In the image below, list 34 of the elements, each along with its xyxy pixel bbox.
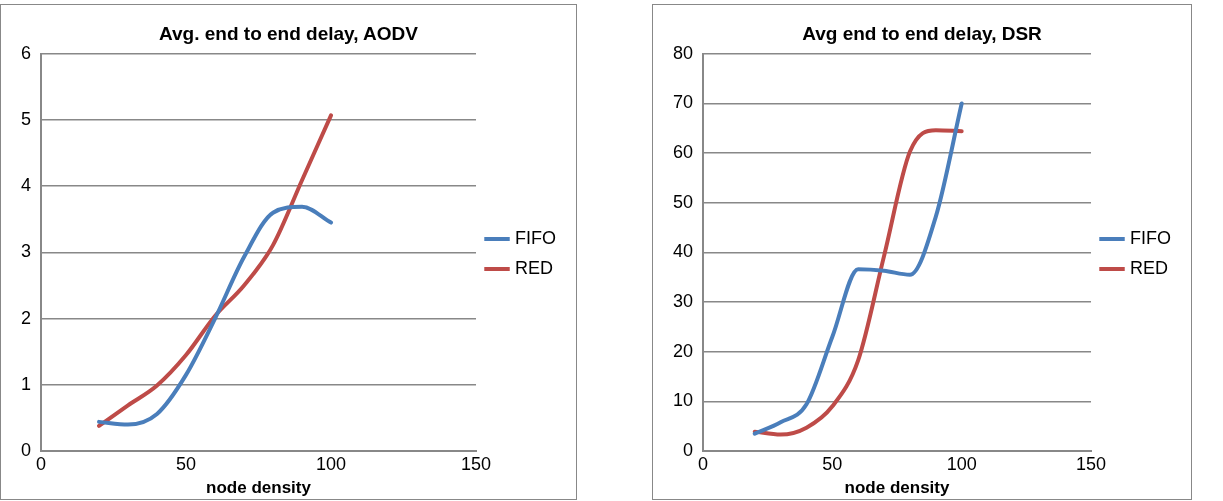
x-tick-label: 150	[460, 453, 492, 474]
x-tick-label: 50	[175, 453, 197, 474]
y-tick-label: 80	[672, 42, 694, 63]
x-tick-label: 100	[946, 453, 977, 474]
y-tick-label: 10	[672, 390, 694, 411]
chart-title: Avg end to end delay, DSR	[802, 22, 1043, 44]
x-axis-title: node density	[844, 478, 950, 498]
x-tick-label: 0	[698, 453, 709, 474]
y-tick-label: 5	[21, 108, 32, 129]
y-tick-label: 2	[21, 307, 32, 328]
legend-label: RED	[515, 257, 554, 278]
line-series	[97, 113, 334, 428]
y-tick-label: 1	[21, 373, 32, 394]
x-tick-label: 150	[1075, 453, 1107, 474]
y-tick-label: 30	[672, 291, 694, 312]
x-tick-label: 50	[822, 453, 843, 474]
y-tick-label: 40	[672, 241, 694, 262]
legend-label: RED	[1130, 257, 1169, 278]
y-tick-label: 6	[21, 42, 32, 63]
y-tick-label: 70	[672, 92, 694, 113]
legend-label: FIFO	[1130, 227, 1172, 248]
y-tick-label: 20	[672, 340, 694, 361]
line-series	[97, 204, 334, 427]
y-tick-label: 60	[672, 142, 694, 163]
y-tick-label: 4	[21, 175, 32, 196]
y-tick-label: 3	[21, 241, 32, 262]
x-tick-label: 100	[315, 453, 347, 474]
y-tick-label: 0	[21, 439, 32, 460]
y-tick-label: 0	[683, 439, 694, 460]
legend-label: FIFO	[515, 227, 557, 248]
chart-title: Avg. end to end delay, AODV	[159, 22, 419, 44]
x-tick-label: 0	[36, 453, 47, 474]
x-axis-title: node density	[206, 478, 312, 498]
y-tick-label: 50	[672, 191, 694, 212]
